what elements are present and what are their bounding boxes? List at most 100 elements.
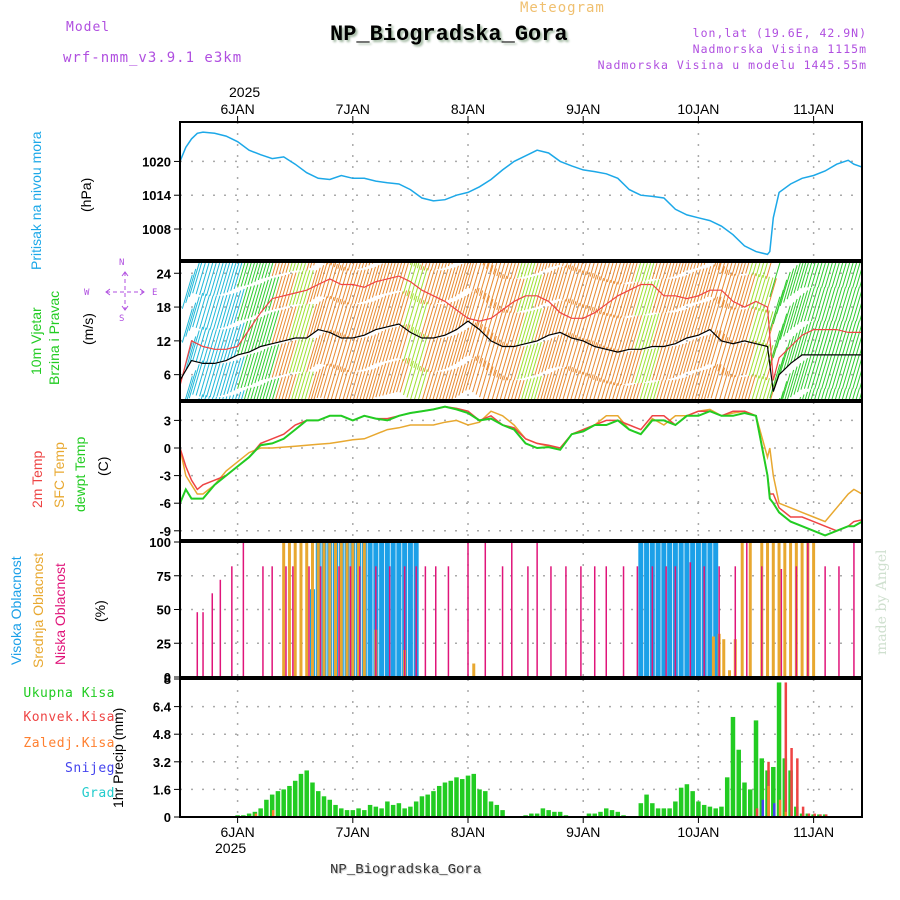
wind-arrow (513, 346, 525, 381)
wind-arrow (610, 316, 622, 351)
wind-arrow (330, 366, 342, 400)
wind-arrow (662, 262, 669, 280)
wind-arrow (685, 373, 694, 400)
wind-arrow (337, 302, 349, 337)
wind-arrow (344, 270, 356, 305)
wind-arrow (679, 307, 691, 342)
wind-arrow (814, 287, 826, 322)
wind-arrow (707, 364, 719, 399)
wind-arrow (824, 388, 829, 400)
wind-arrow (503, 346, 515, 381)
wind-arrow (389, 325, 401, 361)
wind-arrow (316, 363, 328, 399)
precip-bar-total (771, 766, 776, 817)
wind-arrow (669, 277, 681, 312)
wind-arrow (710, 364, 722, 399)
wind-arrow (492, 262, 498, 275)
precip-bar-total (707, 806, 713, 817)
cloud-bar-low (795, 566, 798, 677)
wind-arrow (748, 307, 760, 343)
cloud-bar-low (242, 542, 245, 677)
wind-arrow (632, 383, 639, 400)
wind-arrow (371, 263, 383, 298)
precip-bar-total (615, 811, 621, 817)
wind-arrow (192, 360, 204, 395)
top-xtick-label: 11JAN (793, 101, 834, 117)
precip-bar-total (292, 780, 298, 817)
cloud-bar-low (636, 566, 639, 677)
wind-arrow (451, 263, 463, 299)
wind-arrow (216, 262, 228, 296)
wind-arrow (434, 303, 446, 338)
wind-arrow (631, 315, 643, 350)
precip-bar-total (408, 806, 413, 817)
wind-arrow (738, 262, 743, 275)
wind-arrow (510, 379, 518, 400)
wind-arrow (375, 329, 387, 364)
wind-arrow (195, 262, 207, 295)
wind-arrow (219, 262, 231, 295)
wind-arrow (302, 270, 314, 305)
wind-arrow (572, 262, 576, 271)
wind-arrow (572, 337, 584, 373)
wind-arrow (810, 287, 822, 322)
wind-arrow (682, 339, 694, 374)
precip-legend-convective: Konvek.Kisa (23, 710, 115, 725)
footer-station: NP_Biogradska_Gora (330, 862, 482, 878)
wind-arrow (533, 375, 542, 400)
wind-arrow (465, 356, 477, 391)
wind-arrow (551, 334, 563, 369)
cloud-bar-mid (282, 542, 286, 677)
precip-bar-total (304, 770, 309, 817)
cloud-bar-low (435, 566, 437, 677)
wind-arrow (693, 302, 705, 337)
wind-arrow (510, 278, 522, 313)
wind-arrow (271, 262, 277, 277)
wind-arrow (793, 262, 804, 294)
wind-arrow (831, 287, 843, 322)
wind-arrow (375, 295, 387, 330)
elevation-info: Nadmorska Visina 1115m (692, 42, 867, 56)
precip-ytick-label: 1.6 (153, 782, 171, 797)
wind-arrow (340, 337, 352, 372)
precip-bar-total (742, 782, 747, 817)
wind-arrow (828, 354, 840, 389)
precip-bar-total (730, 716, 736, 817)
wind-arrow (244, 352, 255, 388)
wind-arrow (264, 345, 276, 380)
wind-arrow (848, 388, 853, 400)
precip-bar-total (661, 808, 667, 817)
wind-arrow (199, 328, 211, 363)
wind-arrow (790, 363, 802, 398)
wind-arrow (434, 262, 438, 271)
wind-arrow (586, 274, 598, 309)
wind-arrow (219, 327, 231, 363)
cloud-bar-mid (800, 542, 804, 677)
wind-arrow (299, 337, 311, 372)
wind-arrow (476, 225, 486, 259)
wind-arrow (485, 336, 497, 371)
wind-arrow (574, 371, 584, 400)
wind-arrow (848, 354, 860, 389)
wind-arrow (536, 374, 546, 400)
wind-arrow (316, 330, 328, 365)
wind-arrow (472, 324, 484, 359)
wind-arrow (619, 384, 625, 400)
wind-arrow (420, 262, 424, 271)
wind-arrow (745, 340, 757, 376)
wind-arrow (378, 362, 390, 397)
wind-arrow (626, 384, 632, 400)
precip-bar-total (327, 799, 333, 817)
wind-arrow (299, 303, 311, 339)
precip-ytick-label: 8 (164, 672, 171, 687)
wind-arrow (254, 281, 266, 316)
wind-arrow (624, 316, 636, 351)
cloud-bar-mid (293, 542, 297, 677)
precip-bar-freezing (271, 810, 275, 817)
wind-arrow (758, 276, 770, 311)
wind-arrow (596, 346, 608, 381)
cloud-bar-high (396, 542, 402, 677)
wind-arrow (340, 303, 352, 339)
wind-arrow (489, 262, 494, 273)
wind-arrow (634, 348, 646, 384)
